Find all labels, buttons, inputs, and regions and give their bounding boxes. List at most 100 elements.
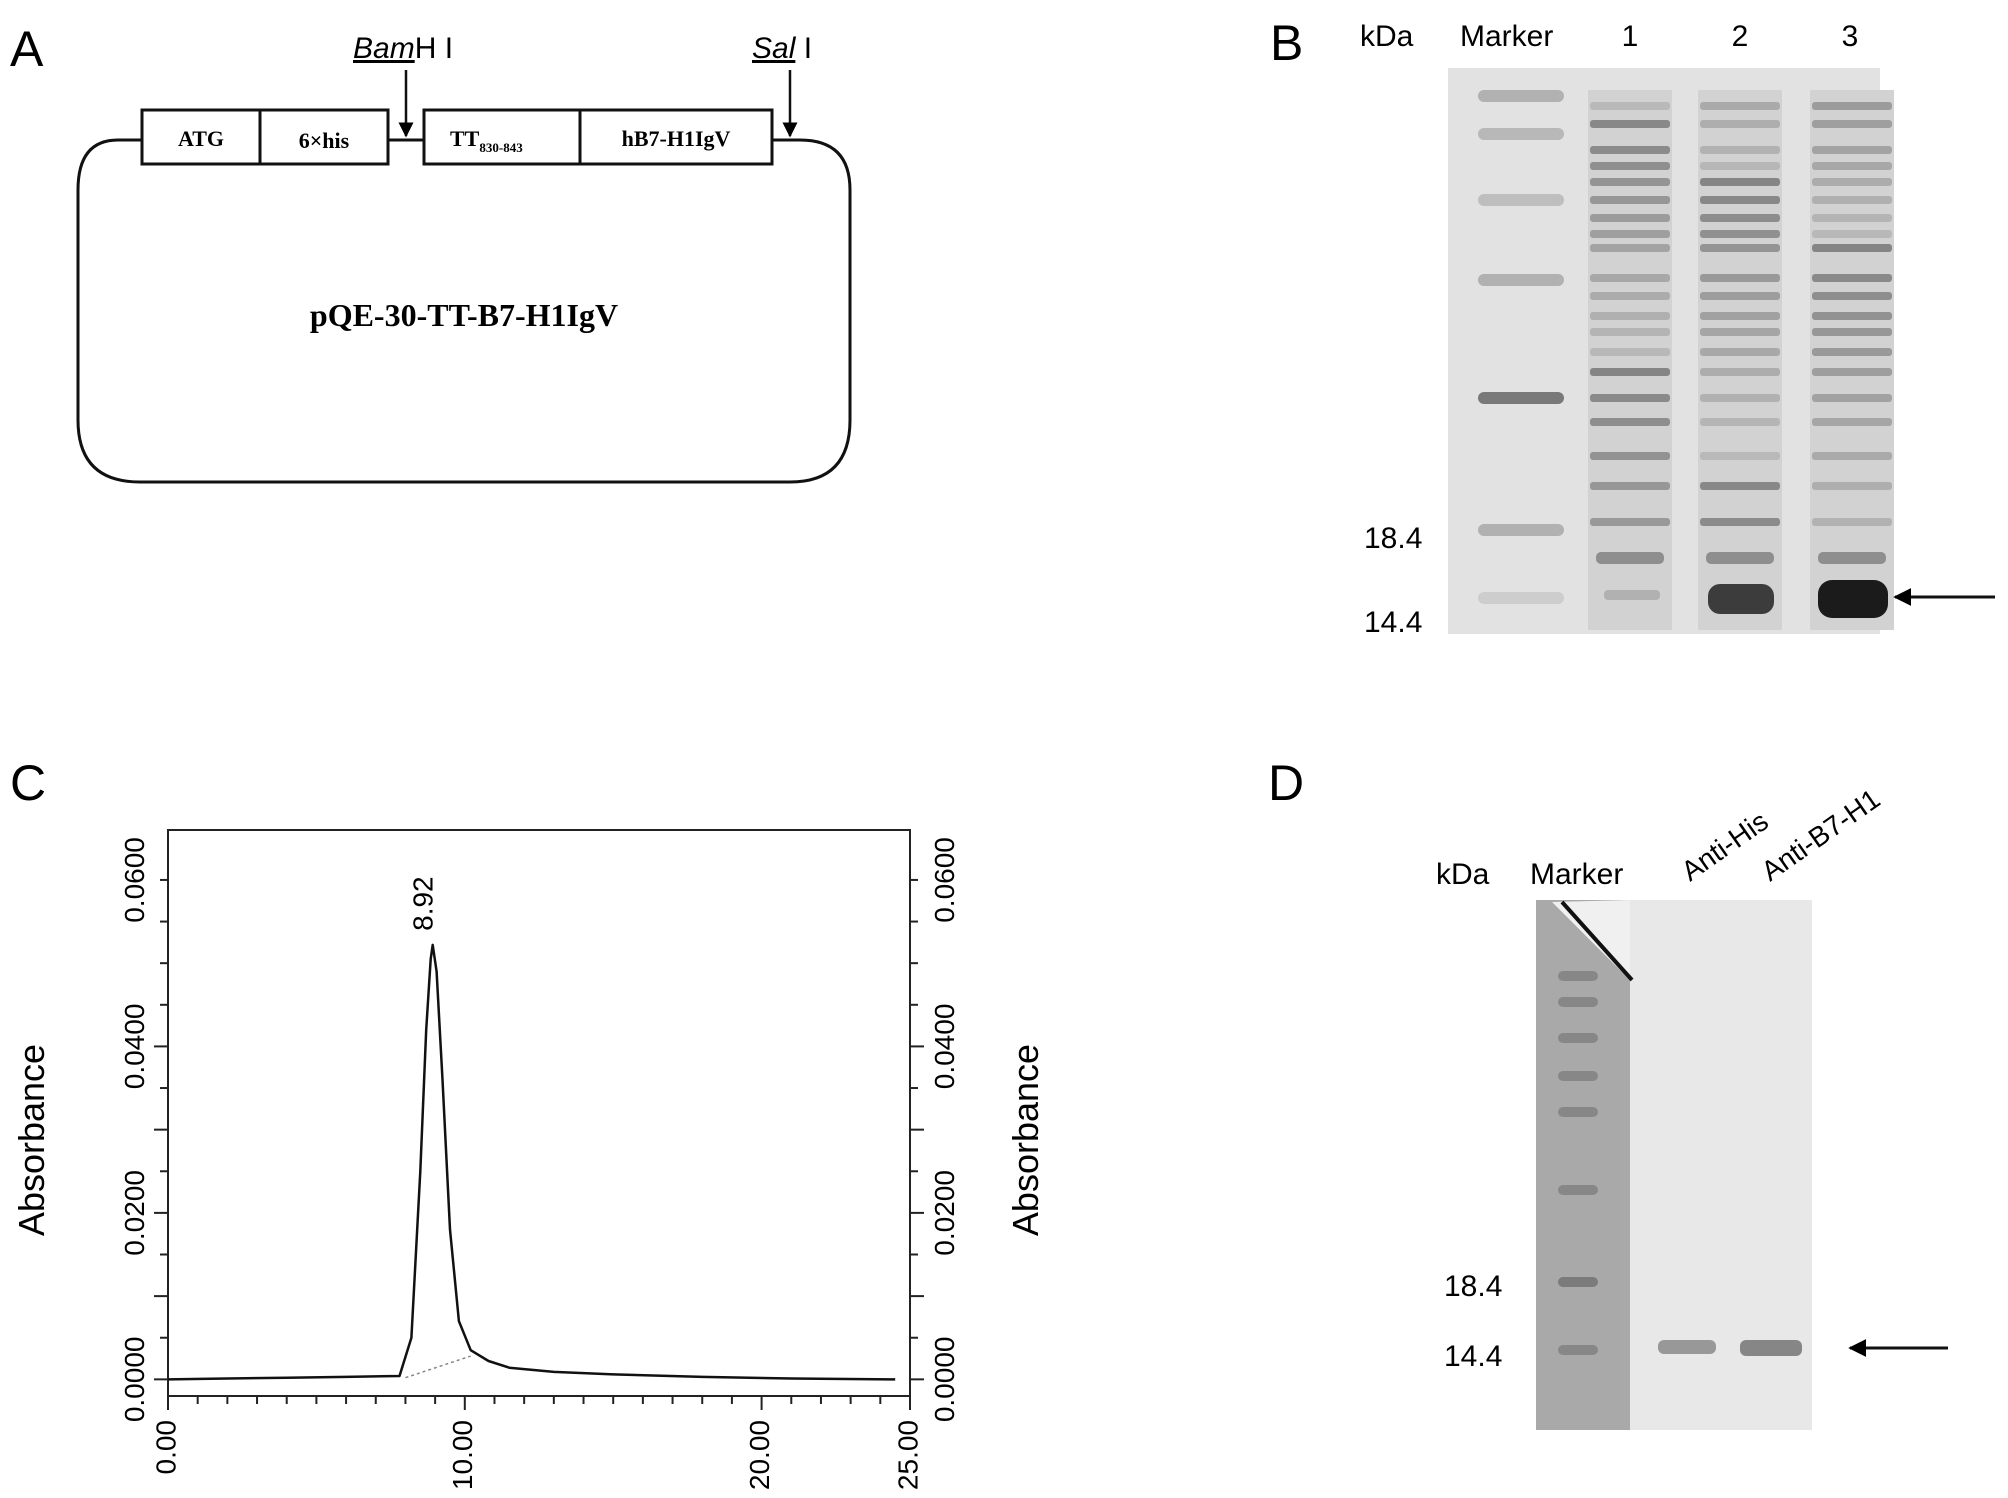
gel-b-band: [1700, 518, 1780, 526]
blot-corner: [1552, 900, 1630, 980]
gel-b-band: [1812, 102, 1892, 110]
panel-a: A ATG 6×his TT830-843 hB7-H1IgV BamH I S…: [10, 21, 852, 484]
gel-b-band: [1590, 196, 1670, 204]
gel-b-band: [1590, 102, 1670, 110]
blot-marker-band: [1558, 971, 1598, 981]
blot-marker-band: [1558, 1185, 1598, 1195]
gel-b-band: [1812, 244, 1892, 252]
gel-b-band: [1590, 178, 1670, 186]
chromatogram: 0.0000 0.0000 0.0200 0.0200 0.0400 0.0400 0.06…: [119, 829, 960, 1490]
blot-marker-band: [1558, 1033, 1598, 1043]
panel-a-label: A: [10, 21, 44, 77]
panel-c-label: C: [10, 755, 46, 811]
lane-anti-his: Anti-His: [1676, 805, 1774, 887]
gel-b-band: [1700, 292, 1780, 300]
gel-b-marker-band: [1478, 90, 1564, 102]
atg-label: ATG: [178, 126, 224, 151]
gel-b-band: [1700, 348, 1780, 356]
lane-anti-b7h1: Anti-B7-H1: [1756, 783, 1886, 887]
svg-text:BamH I: BamH I: [353, 32, 453, 65]
gel-b-band: [1590, 274, 1670, 282]
gel-b-band: [1590, 394, 1670, 402]
gel-b-band: [1590, 482, 1670, 490]
panel-d-label: D: [1268, 755, 1304, 811]
gel-b-band: [1590, 120, 1670, 128]
blot-marker-band: [1558, 1107, 1598, 1117]
gel-b-marker-band: [1478, 592, 1564, 604]
gel-b-band: [1812, 178, 1892, 186]
y-tick-label-right: 0.0600: [929, 837, 960, 923]
y-tick-label-left: 0.0200: [119, 1170, 150, 1256]
gel-b-band: [1604, 590, 1660, 600]
peak-label: 8.92: [408, 876, 439, 931]
gel-b-band: [1590, 146, 1670, 154]
panel-b: B kDa Marker 1 2 3 18.4 14.4: [1270, 15, 1995, 639]
lane-label-3: 3: [1842, 20, 1859, 53]
tt-box: [422, 108, 582, 166]
gel-b-band: [1590, 348, 1670, 356]
x-tick-label: 10.00: [447, 1420, 478, 1490]
hb7-box: [578, 108, 774, 166]
gel-b-target-band: [1708, 584, 1774, 614]
gel-b-band: [1700, 196, 1780, 204]
gel-b-marker-band: [1478, 194, 1564, 206]
gel-b-lane: [1588, 90, 1672, 630]
gel-b-band: [1700, 244, 1780, 252]
gel-b-band: [1590, 328, 1670, 336]
panel-d: D kDa Marker Anti-His Anti-B7-H1 18.4 14…: [1268, 755, 1948, 1430]
gel-b-target-band: [1818, 580, 1888, 618]
gel-b-band: [1812, 328, 1892, 336]
blot-marker-band: [1558, 997, 1598, 1007]
gel-b-band: [1590, 230, 1670, 238]
kda-label-b: kDa: [1360, 20, 1414, 53]
gel-b-band: [1812, 230, 1892, 238]
blot-marker-band: [1558, 1277, 1598, 1287]
gel-b-band: [1700, 418, 1780, 426]
gel-b-marker-band: [1478, 524, 1564, 536]
gel-b-band: [1590, 214, 1670, 222]
gel-b-marker-band: [1478, 128, 1564, 140]
mw-18-b: 18.4: [1364, 522, 1422, 555]
his-label: 6×his: [299, 128, 350, 153]
lane-label-1: 1: [1622, 20, 1639, 53]
gel-b-band: [1812, 162, 1892, 170]
gel-b-band: [1812, 196, 1892, 204]
gel-b-lane: [1810, 90, 1894, 630]
gel-b-band: [1596, 552, 1664, 564]
ylabel-left: Absorbance: [11, 1044, 52, 1236]
gel-b-lane: [1698, 90, 1782, 630]
gel-b-marker-band: [1478, 274, 1564, 286]
gel-b-band: [1812, 214, 1892, 222]
mw-14-b: 14.4: [1364, 606, 1422, 639]
marker-label-d: Marker: [1530, 858, 1623, 891]
panel-b-label: B: [1270, 15, 1303, 71]
gel-b-bands: [1478, 90, 1894, 630]
gel-b-band: [1812, 518, 1892, 526]
plot-frame: [167, 829, 911, 1397]
gel-b-marker-band: [1478, 392, 1564, 404]
his-box: [258, 108, 390, 166]
gel-b-band: [1590, 368, 1670, 376]
y-tick-label-left: 0.0400: [119, 1004, 150, 1090]
gel-b-band: [1700, 274, 1780, 282]
gel-b-band: [1700, 102, 1780, 110]
kda-label-d: kDa: [1436, 858, 1490, 891]
gel-b-band: [1812, 146, 1892, 154]
gel-b-band: [1700, 328, 1780, 336]
gel-b-band: [1700, 178, 1780, 186]
gel-b-band: [1590, 452, 1670, 460]
svg-text:TT830-843: TT830-843: [450, 126, 523, 155]
blot-marker-band: [1558, 1345, 1598, 1355]
lane-label-2: 2: [1732, 20, 1749, 53]
sali-label: Sal: [752, 32, 797, 65]
svg-text:Sal I: Sal I: [752, 32, 812, 65]
gel-b-band: [1818, 552, 1886, 564]
x-tick-label: 0.00: [150, 1420, 181, 1475]
y-tick-label-left: 0.0600: [119, 837, 150, 923]
gel-b-band: [1812, 274, 1892, 282]
x-tick-label: 20.00: [744, 1420, 775, 1490]
hb7-label: hB7-H1IgV: [622, 126, 731, 151]
mw-18-d: 18.4: [1444, 1270, 1502, 1303]
gel-b-band: [1812, 482, 1892, 490]
